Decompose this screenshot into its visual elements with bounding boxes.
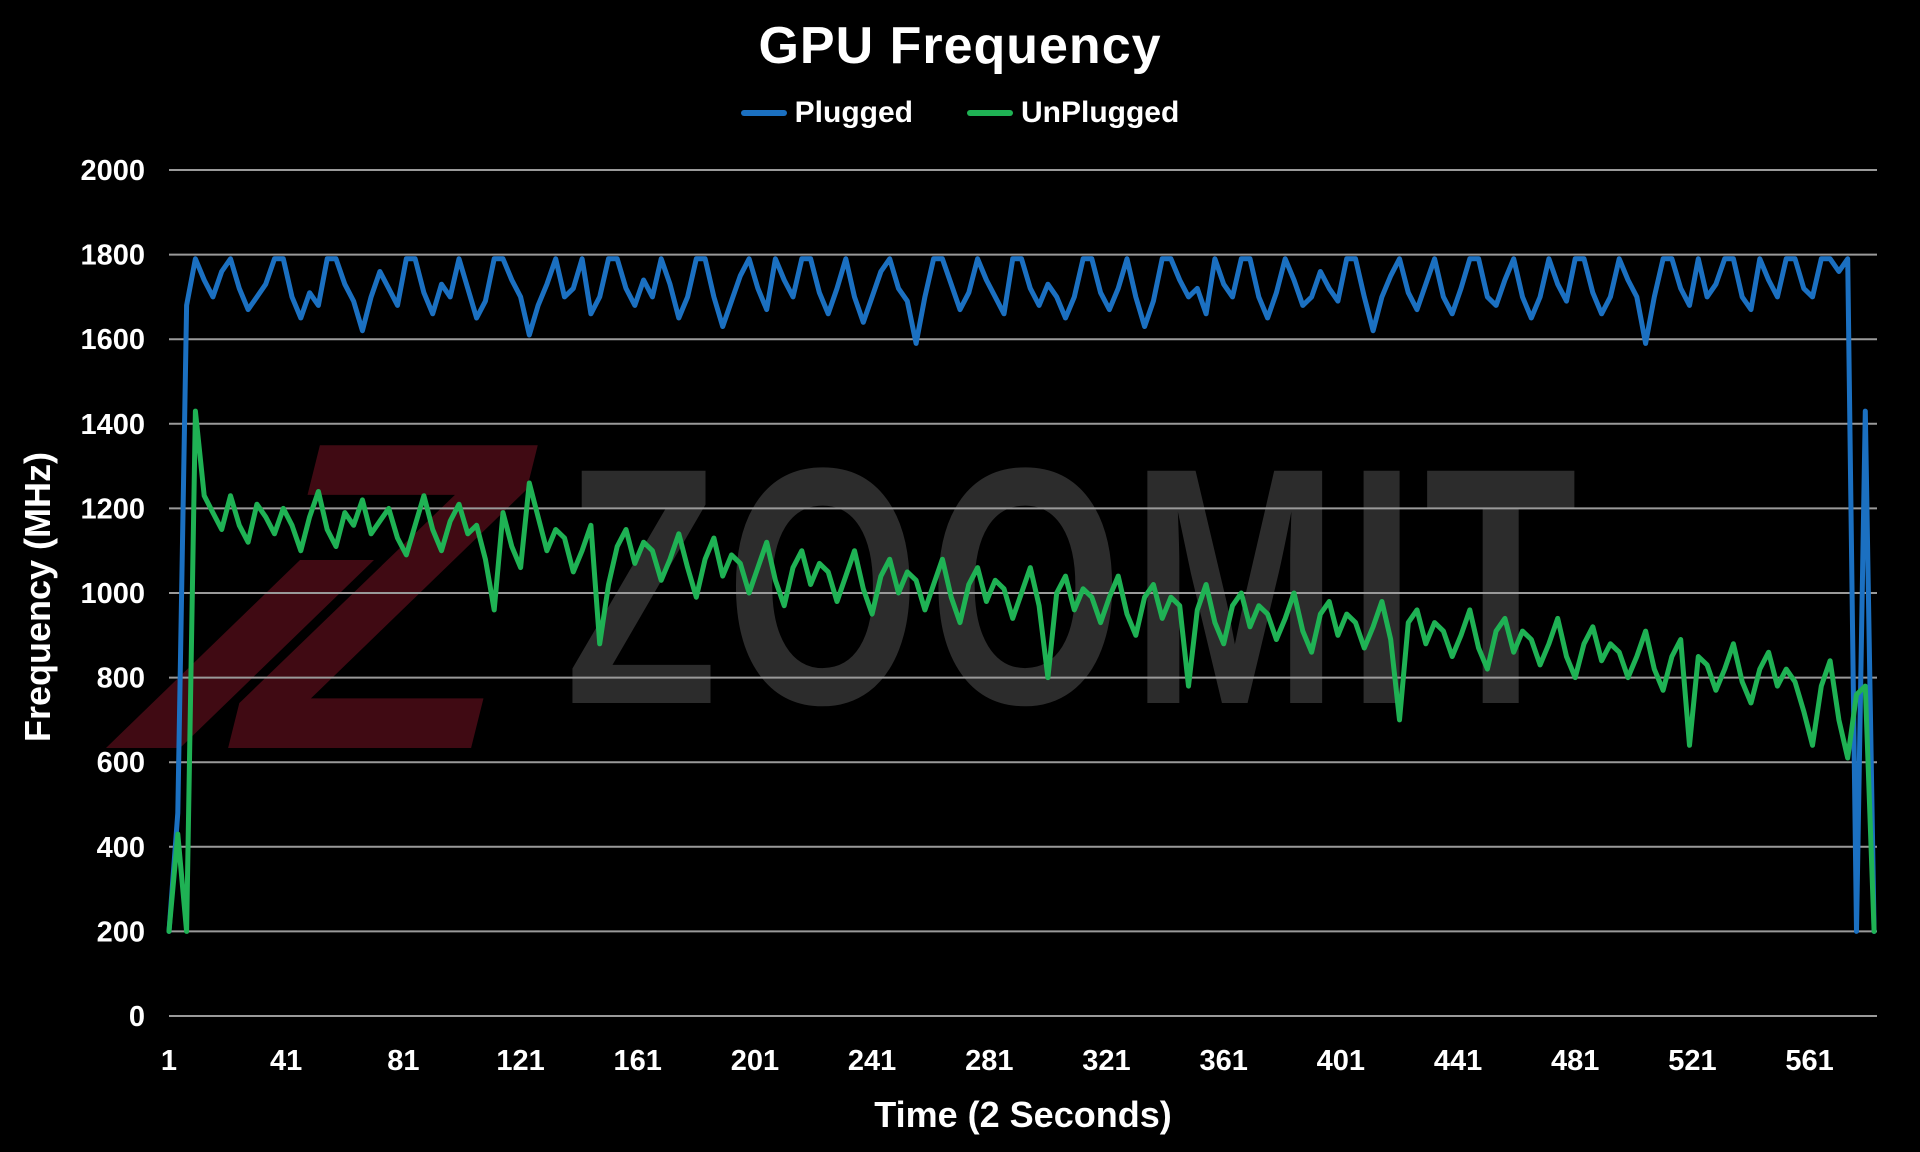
x-tick-321: 321	[1082, 1045, 1130, 1077]
y-tick-1800: 1800	[80, 240, 145, 272]
legend-swatch-plugged	[740, 110, 787, 116]
y-tick-1000: 1000	[80, 578, 145, 610]
legend-label-unplugged: UnPlugged	[1021, 96, 1180, 129]
y-tick-2000: 2000	[80, 155, 145, 187]
legend-swatch-unplugged	[967, 110, 1013, 116]
y-tick-0: 0	[129, 1001, 145, 1033]
y-tick-labels: 0 200 400 600 800 1000 1200 1400 1600 1800 2000	[80, 155, 145, 1033]
y-tick-400: 400	[97, 832, 145, 864]
watermark-logo-stripe	[106, 560, 374, 748]
x-tick-161: 161	[614, 1045, 662, 1077]
x-tick-41: 41	[270, 1045, 302, 1077]
x-tick-241: 241	[848, 1045, 896, 1077]
series-lines	[166, 256, 1877, 934]
legend-label-plugged: Plugged	[794, 96, 913, 129]
series-line-unplugged	[166, 408, 1877, 934]
x-tick-561: 561	[1785, 1045, 1833, 1077]
series-line-plugged	[166, 256, 1877, 934]
x-tick-361: 361	[1199, 1045, 1247, 1077]
y-tick-600: 600	[97, 747, 145, 779]
y-tick-1600: 1600	[80, 324, 145, 356]
legend-item-plugged: Plugged	[740, 96, 913, 130]
chart-title: GPU Frequency	[758, 17, 1162, 75]
x-tick-81: 81	[387, 1045, 419, 1077]
x-tick-481: 481	[1551, 1045, 1599, 1077]
x-tick-labels: 1 41 81 121 161 201 241 281 321 361 401 441 481 521 56…	[161, 1045, 1834, 1077]
watermark-text: ZOOMIT	[565, 397, 1585, 774]
x-tick-401: 401	[1317, 1045, 1365, 1077]
legend: Plugged UnPlugged	[0, 96, 1920, 130]
y-tick-800: 800	[97, 663, 145, 695]
x-tick-1: 1	[161, 1045, 177, 1077]
x-tick-281: 281	[965, 1045, 1013, 1077]
y-tick-1200: 1200	[80, 493, 145, 525]
y-axis-title: Frequency (MHz)	[17, 451, 58, 743]
legend-item-unplugged: UnPlugged	[967, 96, 1179, 130]
x-axis-title: Time (2 Seconds)	[874, 1094, 1172, 1135]
x-tick-521: 521	[1668, 1045, 1716, 1077]
x-tick-201: 201	[731, 1045, 779, 1077]
x-tick-121: 121	[496, 1045, 544, 1077]
y-tick-200: 200	[97, 916, 145, 948]
x-tick-441: 441	[1434, 1045, 1482, 1077]
y-tick-1400: 1400	[80, 409, 145, 441]
